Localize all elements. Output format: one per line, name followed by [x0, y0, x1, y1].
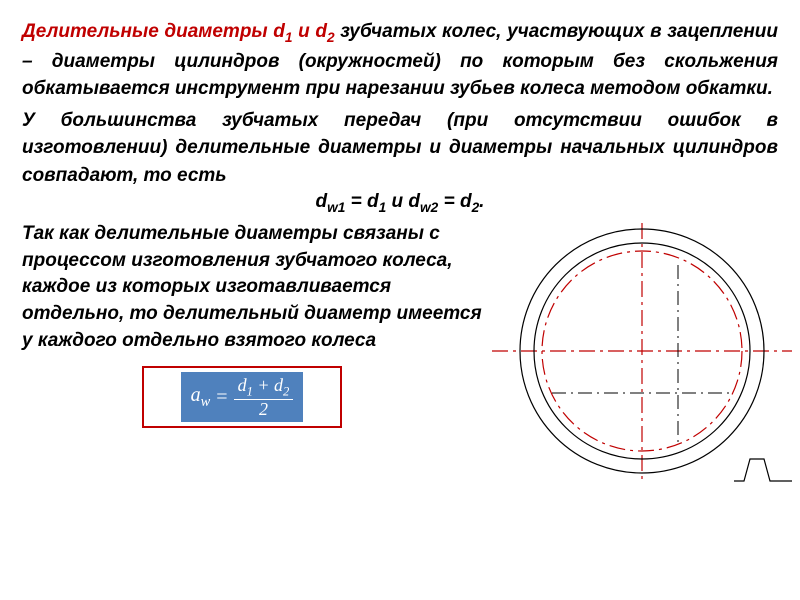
term-highlight: Делительные диаметры d1 и d2 [22, 21, 335, 42]
formula-equals: = [216, 386, 227, 409]
formula-box: aw = d1 + d2 2 [181, 372, 304, 423]
formula-lhs: aw [191, 384, 211, 411]
tooth-profile-icon [734, 459, 792, 481]
paragraph-explanation: Так как делительные диаметры связаны с п… [22, 221, 492, 354]
gear-diagram [492, 221, 778, 481]
formula-fraction: d1 + d2 2 [234, 376, 294, 419]
formula-frame: aw = d1 + d2 2 [142, 366, 342, 428]
paragraph-definition: Делительные диаметры d1 и d2 зубчатых ко… [22, 18, 778, 103]
equation-line: dw1 = d1 и dw2 = d2. [22, 191, 778, 215]
paragraph-note: У большинства зубчатых передач (при отсу… [22, 107, 778, 190]
